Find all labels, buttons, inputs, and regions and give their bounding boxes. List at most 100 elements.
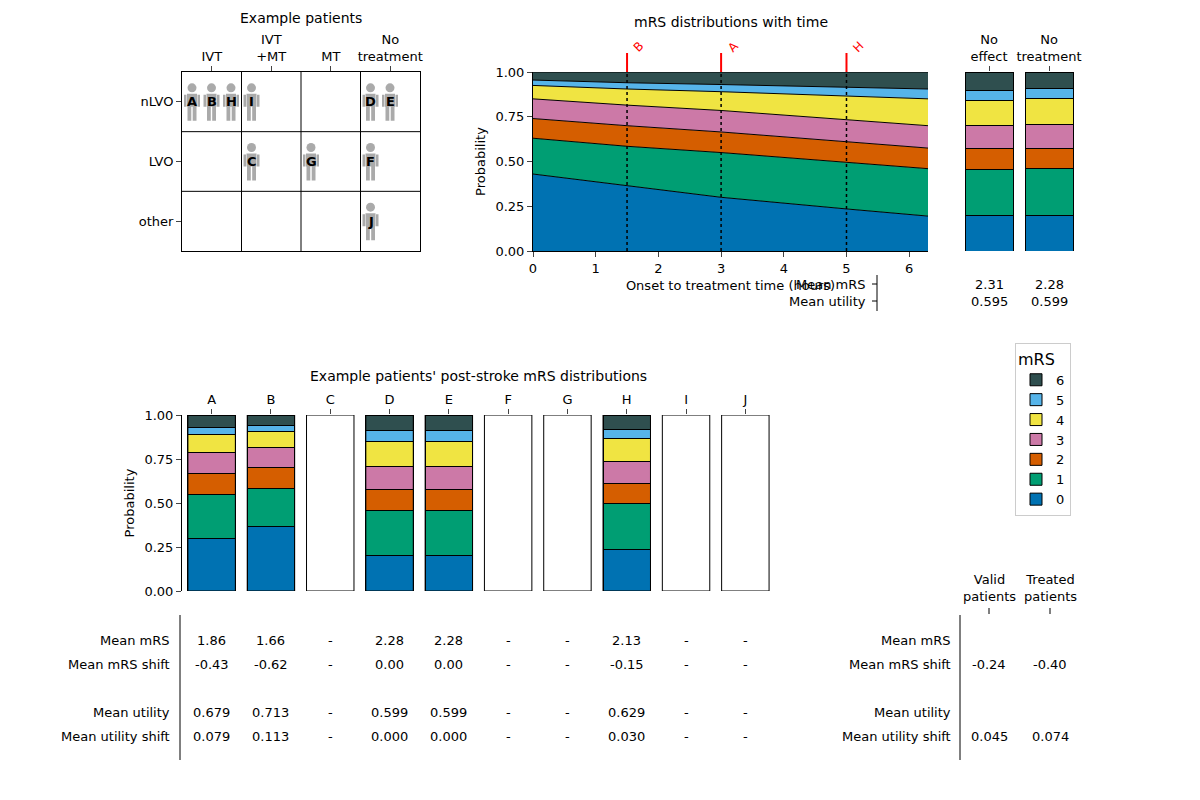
svg-text:Example patients' post-stroke: Example patients' post-stroke mRS distri… [310, 368, 647, 384]
svg-text:C: C [326, 392, 335, 407]
svg-text:0.000: 0.000 [430, 729, 467, 744]
svg-text:3: 3 [1056, 433, 1064, 448]
svg-text:-: - [328, 729, 333, 744]
svg-text:0.030: 0.030 [608, 729, 645, 744]
svg-text:Treatedpatients: Treatedpatients [1024, 572, 1077, 604]
svg-text:E: E [445, 392, 453, 407]
svg-text:D: D [365, 94, 376, 109]
svg-text:6: 6 [905, 261, 913, 276]
svg-text:-: - [565, 633, 570, 648]
svg-text:0.000: 0.000 [371, 729, 408, 744]
svg-text:-0.15: -0.15 [610, 657, 644, 672]
svg-text:0.00: 0.00 [144, 584, 173, 599]
svg-text:2.13: 2.13 [612, 633, 641, 648]
svg-text:2: 2 [654, 261, 662, 276]
svg-text:0.713: 0.713 [252, 705, 289, 720]
svg-text:Mean mRS: Mean mRS [100, 633, 170, 648]
svg-text:-: - [743, 657, 748, 672]
svg-text:1.66: 1.66 [256, 633, 285, 648]
svg-text:-: - [506, 705, 511, 720]
svg-text:E: E [386, 94, 395, 109]
svg-text:6: 6 [1056, 373, 1064, 388]
svg-text:0.679: 0.679 [193, 705, 230, 720]
svg-text:-: - [565, 729, 570, 744]
svg-text:J: J [368, 214, 374, 229]
svg-text:D: D [385, 392, 395, 407]
svg-text:0.595: 0.595 [971, 294, 1008, 309]
svg-text:Validpatients: Validpatients [963, 572, 1016, 604]
svg-text:0.75: 0.75 [144, 452, 173, 467]
svg-text:-: - [506, 633, 511, 648]
svg-text:1: 1 [1056, 472, 1064, 487]
svg-text:Noeffect: Noeffect [970, 32, 1007, 64]
svg-text:0.00: 0.00 [375, 657, 404, 672]
svg-text:0.50: 0.50 [495, 154, 524, 169]
svg-text:G: G [562, 392, 572, 407]
svg-text:Mean utility: Mean utility [789, 294, 866, 309]
svg-text:-0.40: -0.40 [1033, 657, 1067, 672]
svg-text:0.629: 0.629 [608, 705, 645, 720]
svg-text:0: 0 [1056, 492, 1064, 507]
svg-text:Mean utility: Mean utility [874, 705, 951, 720]
svg-text:J: J [742, 392, 747, 407]
svg-text:Example patients: Example patients [240, 10, 362, 26]
svg-text:0.599: 0.599 [430, 705, 467, 720]
svg-text:H: H [226, 94, 237, 109]
svg-text:-: - [743, 705, 748, 720]
svg-text:0.25: 0.25 [144, 540, 173, 555]
svg-text:H: H [850, 39, 866, 55]
svg-text:F: F [366, 154, 375, 169]
svg-text:0.00: 0.00 [434, 657, 463, 672]
svg-text:0.00: 0.00 [495, 244, 524, 259]
svg-text:Mean utility shift: Mean utility shift [61, 729, 170, 744]
svg-text:0: 0 [529, 261, 537, 276]
svg-text:0.75: 0.75 [495, 109, 524, 124]
svg-text:-: - [565, 705, 570, 720]
svg-text:F: F [504, 392, 511, 407]
svg-text:Mean mRS shift: Mean mRS shift [849, 657, 951, 672]
svg-text:5: 5 [1056, 393, 1064, 408]
svg-text:Notreatment: Notreatment [1016, 32, 1081, 64]
svg-text:A: A [725, 39, 741, 55]
svg-text:I: I [684, 392, 688, 407]
svg-text:-0.24: -0.24 [972, 657, 1006, 672]
svg-text:1.00: 1.00 [144, 408, 173, 423]
svg-text:-: - [684, 633, 689, 648]
svg-text:-: - [328, 633, 333, 648]
svg-text:-: - [684, 729, 689, 744]
svg-text:0.599: 0.599 [1031, 294, 1068, 309]
svg-text:-0.62: -0.62 [254, 657, 288, 672]
svg-text:G: G [306, 154, 317, 169]
svg-text:nLVO: nLVO [140, 94, 173, 109]
svg-text:2.31: 2.31 [975, 277, 1004, 292]
svg-text:3: 3 [717, 261, 725, 276]
svg-text:-: - [506, 729, 511, 744]
svg-text:mRS: mRS [1018, 350, 1055, 369]
svg-text:-0.43: -0.43 [195, 657, 229, 672]
svg-text:1: 1 [592, 261, 600, 276]
svg-text:2.28: 2.28 [434, 633, 463, 648]
svg-text:H: H [622, 392, 632, 407]
svg-text:B: B [207, 94, 217, 109]
svg-text:-: - [328, 705, 333, 720]
svg-text:2.28: 2.28 [1035, 277, 1064, 292]
svg-text:0.045: 0.045 [971, 729, 1008, 744]
svg-text:2.28: 2.28 [375, 633, 404, 648]
svg-text:MT: MT [321, 49, 340, 64]
svg-text:Mean utility: Mean utility [93, 705, 170, 720]
svg-text:5: 5 [842, 261, 850, 276]
svg-text:A: A [187, 94, 197, 109]
svg-text:0.25: 0.25 [495, 199, 524, 214]
svg-text:0.079: 0.079 [193, 729, 230, 744]
svg-text:Probability: Probability [122, 468, 137, 537]
svg-text:Mean mRS shift: Mean mRS shift [68, 657, 170, 672]
svg-text:-: - [328, 657, 333, 672]
svg-text:2: 2 [1056, 452, 1064, 467]
svg-text:IVT: IVT [201, 49, 222, 64]
svg-text:Mean utility shift: Mean utility shift [842, 729, 951, 744]
svg-text:1.86: 1.86 [197, 633, 226, 648]
svg-text:A: A [207, 392, 216, 407]
svg-text:other: other [139, 214, 174, 229]
svg-text:0.074: 0.074 [1032, 729, 1069, 744]
svg-text:Notreatment: Notreatment [358, 32, 423, 64]
